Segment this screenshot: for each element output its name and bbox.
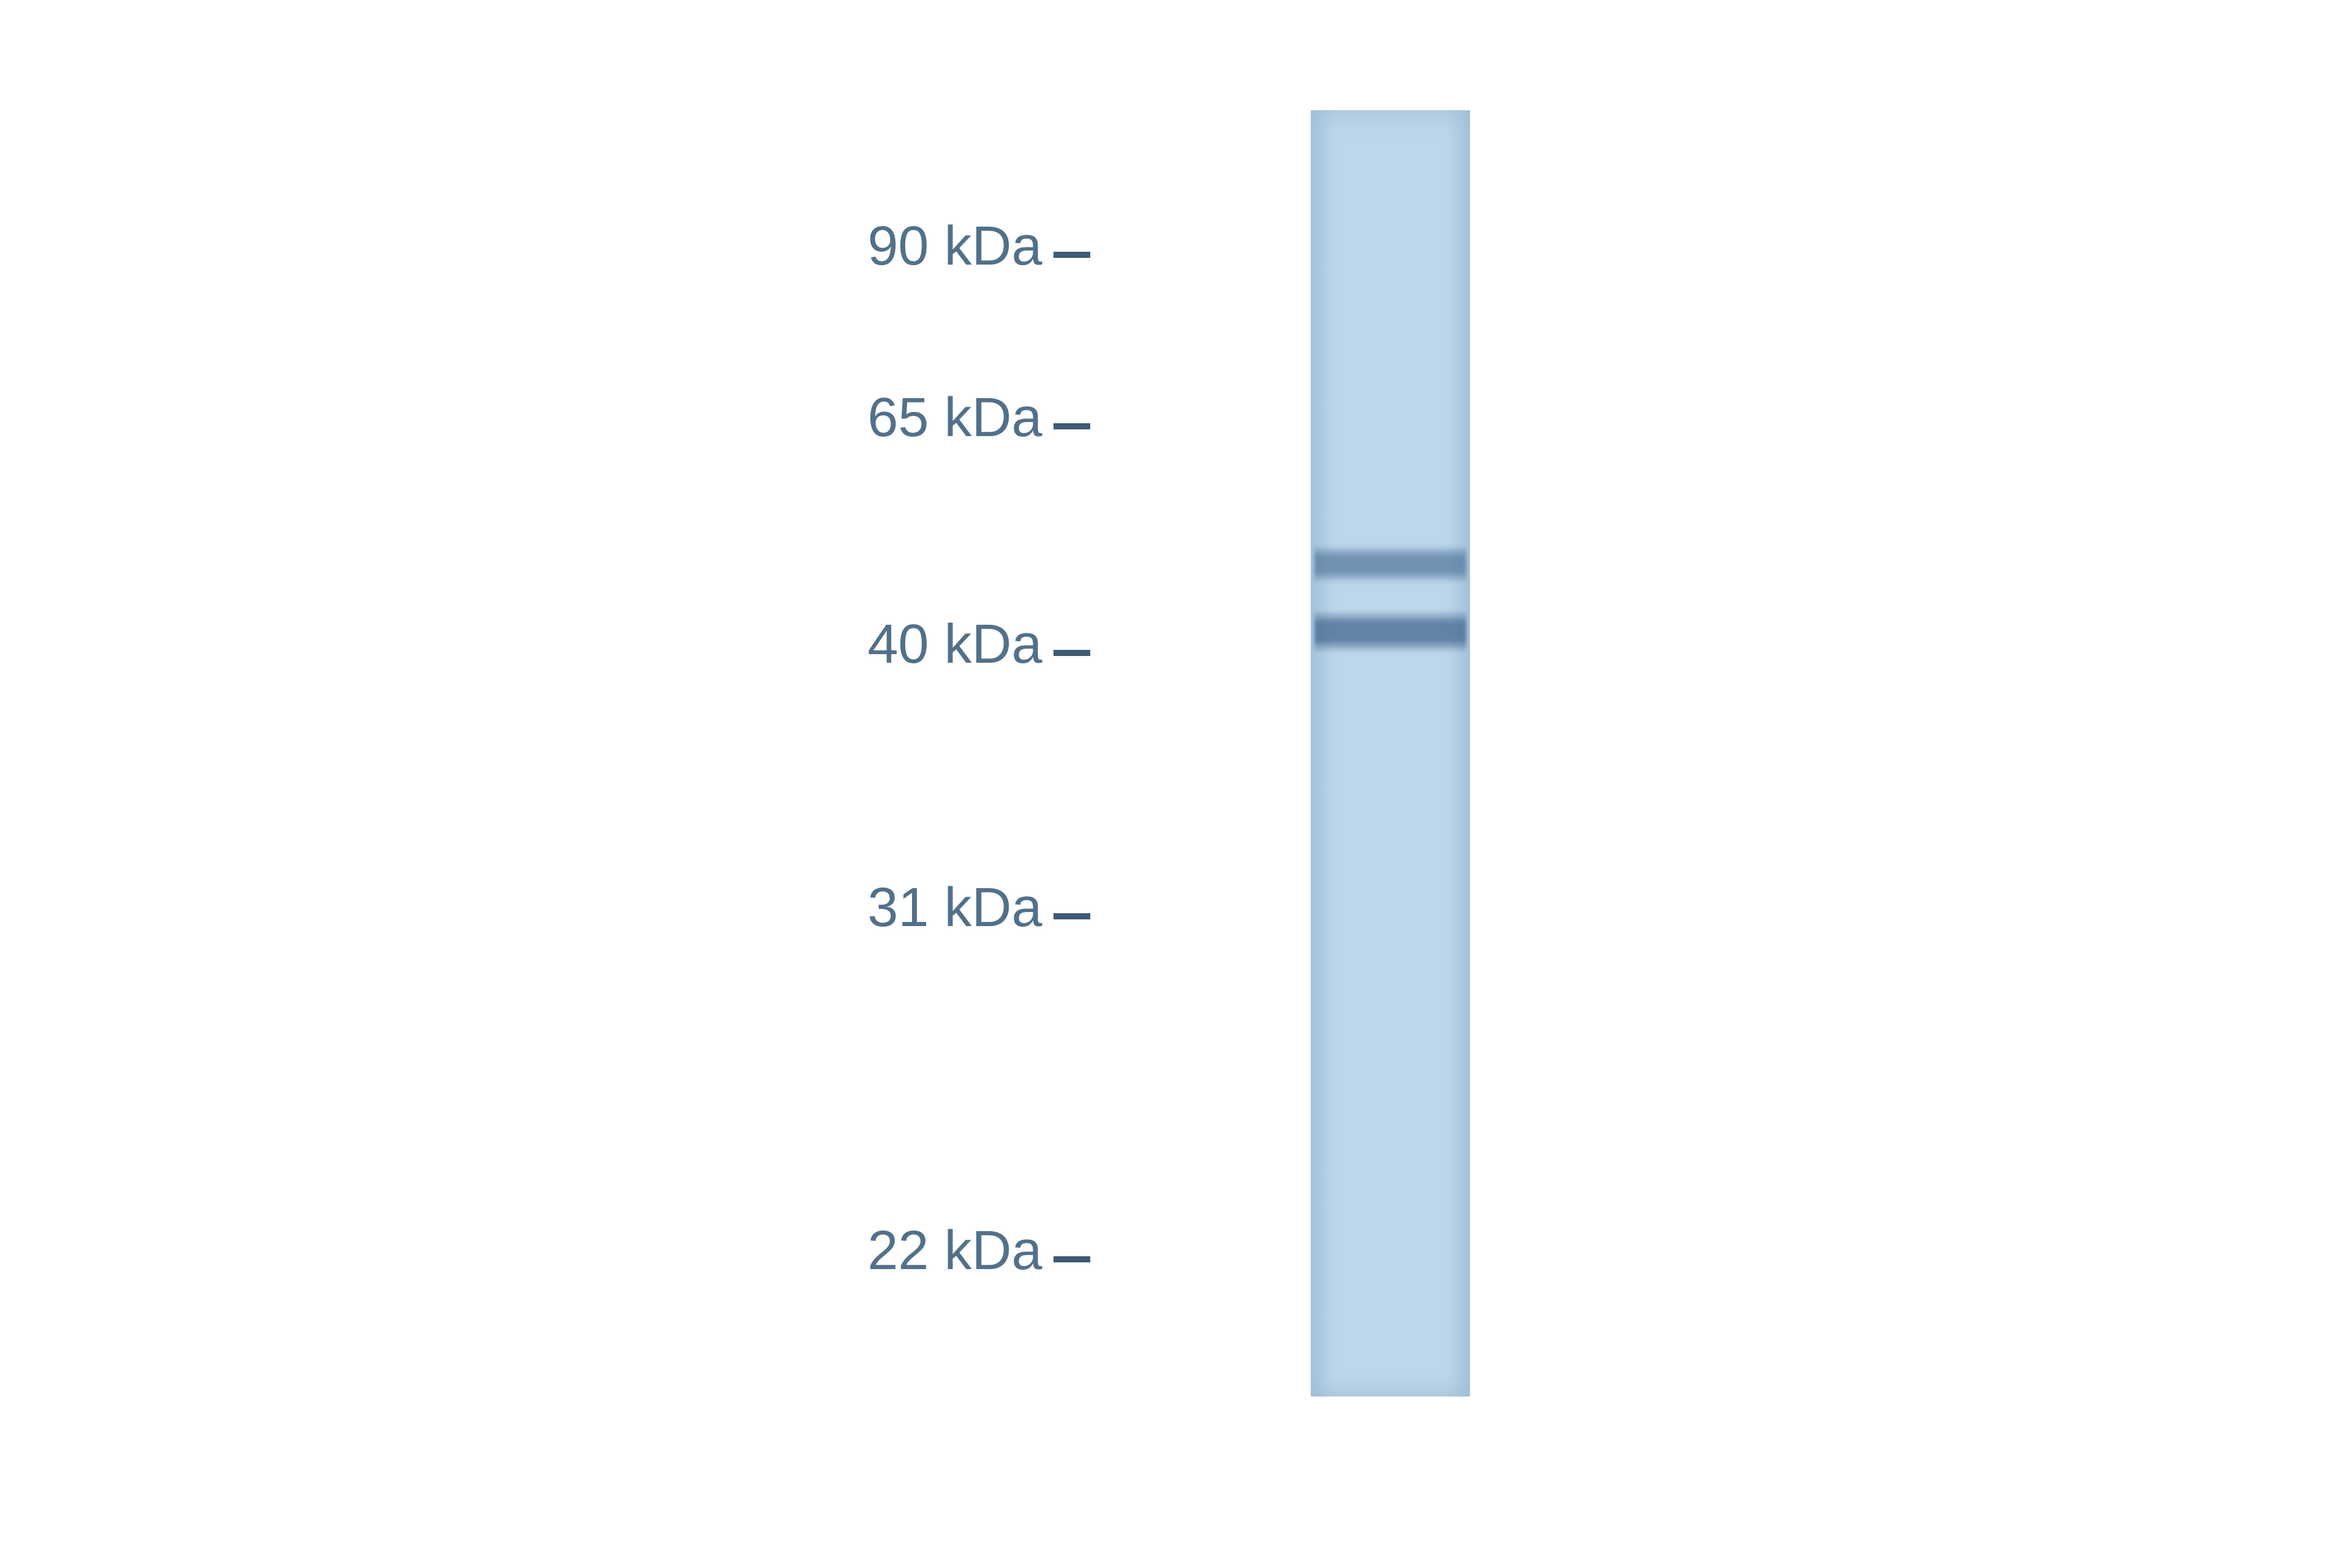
mw-marker-tick — [1054, 1256, 1090, 1262]
mw-marker-40kda: 40 kDa — [772, 613, 1090, 676]
mw-marker-31kda: 31 kDa — [772, 876, 1090, 940]
mw-marker-tick — [1054, 423, 1090, 429]
mw-marker-tick — [1054, 650, 1090, 656]
western-blot-figure: 90 kDa 65 kDa 40 kDa 31 kDa 22 kDa — [441, 110, 1911, 1458]
mw-marker-90kda: 90 kDa — [772, 215, 1090, 278]
mw-marker-label: 40 kDa — [867, 613, 1042, 676]
mw-marker-label: 22 kDa — [867, 1219, 1042, 1283]
mw-marker-label: 90 kDa — [867, 215, 1042, 278]
mw-marker-tick — [1054, 913, 1090, 919]
blot-band-0 — [1314, 545, 1466, 583]
mw-marker-65kda: 65 kDa — [772, 386, 1090, 450]
blot-lane — [1311, 110, 1470, 1396]
mw-marker-label: 65 kDa — [867, 386, 1042, 450]
mw-marker-22kda: 22 kDa — [772, 1219, 1090, 1283]
mw-marker-label: 31 kDa — [867, 876, 1042, 940]
blot-band-1 — [1314, 610, 1466, 653]
mw-marker-tick — [1054, 252, 1090, 258]
